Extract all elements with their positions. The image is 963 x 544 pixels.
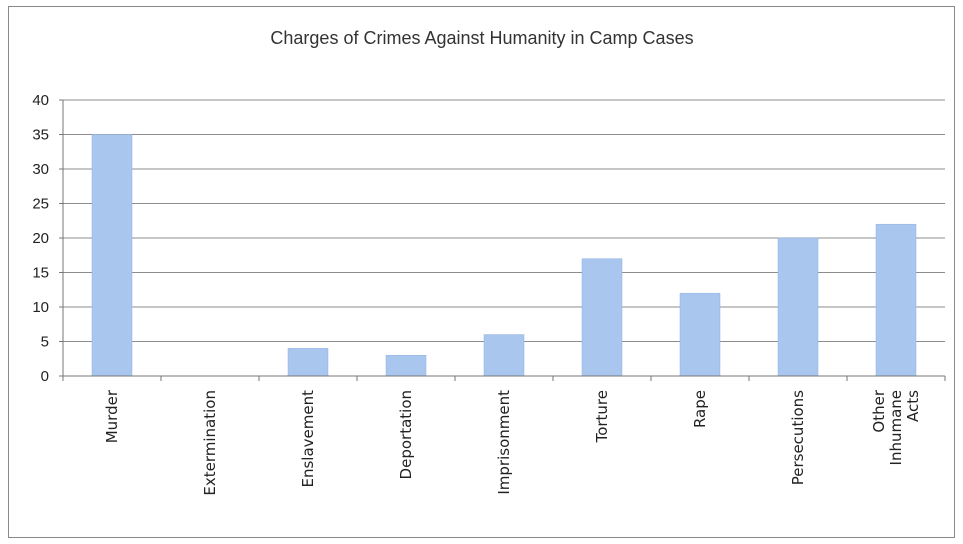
y-tick-label: 30 [32,161,49,178]
y-tick-label: 5 [41,334,49,351]
bars [91,134,917,377]
x-category-label: Persecutions [789,390,807,485]
y-tick-label: 20 [32,230,49,247]
axes [59,99,946,381]
x-category-labels: Murder Extermination Enslavement Deportatio… [103,389,922,495]
y-tick-label: 35 [32,127,49,144]
bar-enslavement [287,348,329,377]
x-category-label: Enslavement [299,390,317,488]
x-category-label: Murder [103,389,121,443]
x-category-label-line: Enslavement [299,390,317,488]
x-category-label: Imprisonment [495,390,513,495]
x-category-label: Other Inhumane Acts [870,389,922,465]
bar-imprisonment [483,334,525,377]
x-category-label-line: Inhumane [887,390,905,465]
bar-deportation [385,355,427,377]
x-category-label-line: Murder [103,389,121,443]
y-tick-label: 15 [32,265,49,282]
x-category-label-line: Deportation [397,390,415,479]
y-tick-label: 25 [32,196,49,213]
x-category-label-line: Imprisonment [495,390,513,495]
x-category-label-line: Extermination [201,390,219,496]
x-category-label: Rape [691,390,709,428]
y-tick-labels: 0 5 10 15 20 25 30 35 40 [32,92,49,385]
y-tick-label: 40 [32,92,49,109]
y-tick-label: 10 [32,299,49,316]
x-category-label: Extermination [201,390,219,496]
x-category-label-line: Other [870,389,888,432]
x-category-label-line: Rape [691,390,709,428]
y-tick-label: 0 [41,368,49,385]
x-category-label-line: Acts [904,390,922,422]
bar-other-inhumane-acts [875,223,917,377]
x-category-label-line: Persecutions [789,390,807,485]
bar-persecutions [777,237,819,377]
chart-title: Charges of Crimes Against Humanity in Ca… [270,28,693,48]
bar-rape [679,292,721,377]
x-category-label-line: Torture [593,390,611,443]
bar-murder [91,134,133,377]
x-category-label: Torture [593,390,611,443]
bar-torture [581,258,623,377]
x-category-label: Deportation [397,390,415,479]
